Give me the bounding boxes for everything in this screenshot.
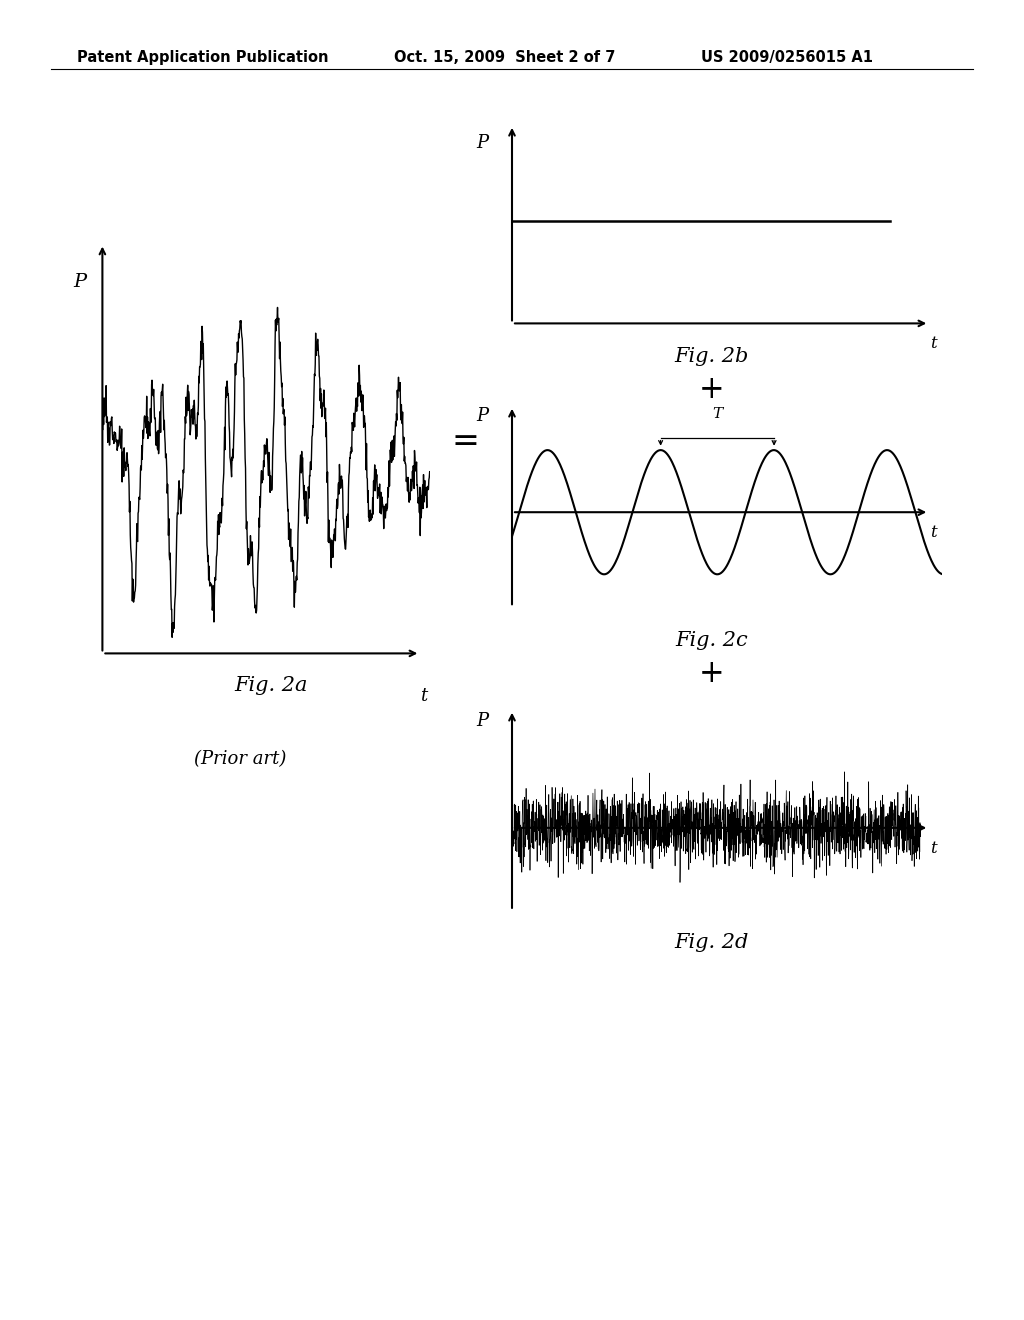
Text: t: t <box>930 524 937 541</box>
Text: +: + <box>698 374 725 405</box>
Text: Fig. 2d: Fig. 2d <box>675 933 749 952</box>
Text: Fig. 2b: Fig. 2b <box>675 347 749 366</box>
Text: t: t <box>930 840 937 857</box>
Text: T: T <box>713 407 722 421</box>
Text: Fig. 2a: Fig. 2a <box>234 676 308 694</box>
Text: t: t <box>930 335 937 352</box>
Text: =: = <box>452 426 480 458</box>
Text: P: P <box>476 711 488 730</box>
Text: P: P <box>73 273 86 290</box>
Text: +: + <box>698 657 725 689</box>
Text: t: t <box>420 686 427 705</box>
Text: Fig. 2c: Fig. 2c <box>675 631 749 649</box>
Text: US 2009/0256015 A1: US 2009/0256015 A1 <box>701 50 873 65</box>
Text: Patent Application Publication: Patent Application Publication <box>77 50 329 65</box>
Text: P: P <box>476 135 488 152</box>
Text: Oct. 15, 2009  Sheet 2 of 7: Oct. 15, 2009 Sheet 2 of 7 <box>394 50 615 65</box>
Text: P: P <box>476 407 488 425</box>
Text: (Prior art): (Prior art) <box>195 750 287 768</box>
